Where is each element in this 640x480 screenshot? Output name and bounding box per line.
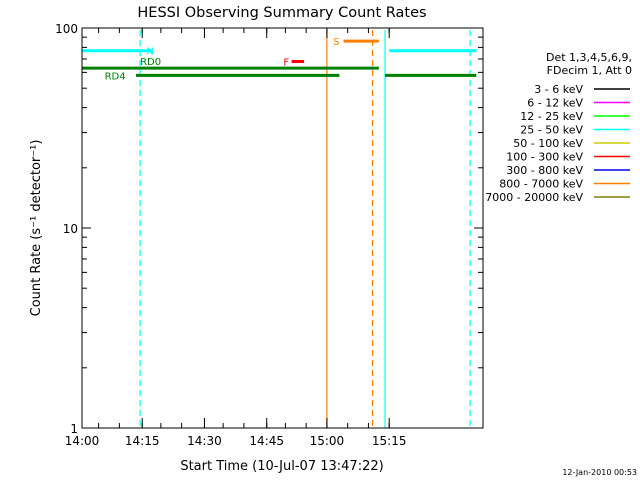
x-tick-label: 14:45 xyxy=(249,434,284,448)
vertical-markers xyxy=(139,30,471,428)
legend-label: 6 - 12 keV xyxy=(527,97,583,110)
y-tick-label: 10 xyxy=(63,222,78,236)
x-tick-label: 14:15 xyxy=(125,434,160,448)
x-axis-label: Start Time (10-Jul-07 13:47:22) xyxy=(180,459,383,474)
x-axis-ticks: 14:00 14:15 14:30 14:45 15:00 15:15 xyxy=(65,28,407,448)
flag-label: N xyxy=(146,47,153,58)
y-tick-label: 1 xyxy=(70,422,78,436)
legend-label: 25 - 50 keV xyxy=(520,124,583,137)
legend-label: 3 - 6 keV xyxy=(534,83,583,96)
x-tick-label: 14:30 xyxy=(187,434,222,448)
flag-label: RD4 xyxy=(105,71,126,82)
flag-label: RD0 xyxy=(140,57,161,68)
legend-label: 50 - 100 keV xyxy=(513,137,583,150)
legend-header-line: FDecim 1, Att 0 xyxy=(547,64,632,77)
y-tick-label: 100 xyxy=(55,22,78,36)
legend-label: 7000 - 20000 keV xyxy=(485,191,583,204)
legend-label: 12 - 25 keV xyxy=(520,110,583,123)
flag-label: F xyxy=(283,57,289,68)
y-axis-ticks: 1 10 100 xyxy=(55,22,483,436)
flag-label: S xyxy=(333,37,339,48)
legend-header: Det 1,3,4,5,6,9,FDecim 1, Att 0 xyxy=(546,51,632,77)
plot-frame xyxy=(81,27,484,429)
x-tick-label: 15:00 xyxy=(310,434,345,448)
legend-header-line: Det 1,3,4,5,6,9, xyxy=(546,51,632,64)
chart-title: HESSI Observing Summary Count Rates xyxy=(137,5,426,21)
x-tick-label: 15:15 xyxy=(372,434,407,448)
legend-label: 100 - 300 keV xyxy=(506,151,583,164)
footer-date: 12-Jan-2010 00:53 xyxy=(562,468,637,477)
x-tick-label: 14:00 xyxy=(65,434,100,448)
legend-label: 300 - 800 keV xyxy=(506,164,583,177)
legend-label: 800 - 7000 keV xyxy=(499,178,583,191)
y-axis-label: Count Rate (s⁻¹ detector⁻¹) xyxy=(29,140,44,317)
